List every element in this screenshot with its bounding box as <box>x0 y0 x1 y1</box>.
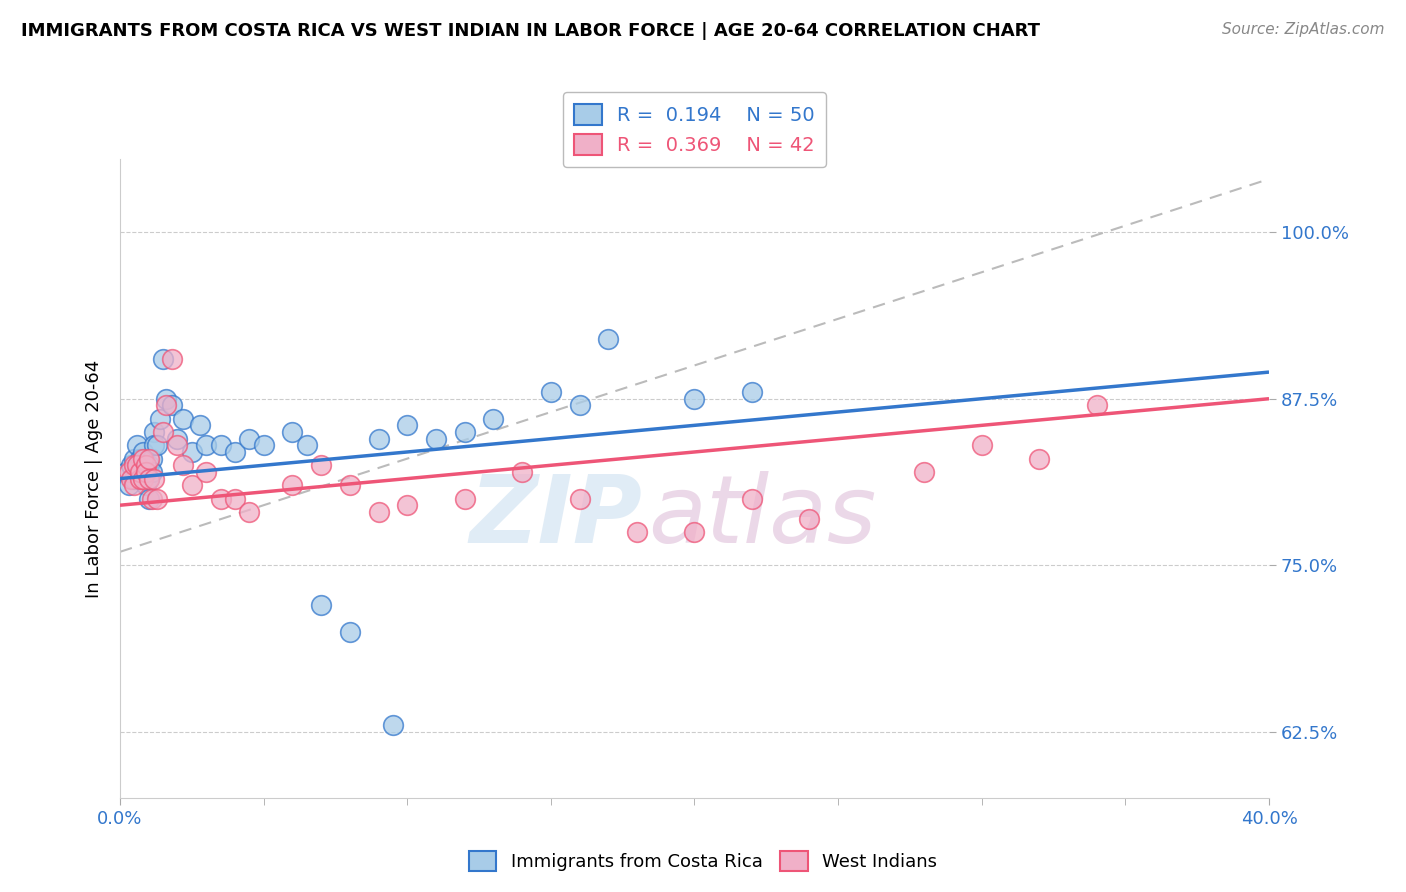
Point <box>683 392 706 406</box>
Point <box>568 491 591 506</box>
Point <box>138 472 160 486</box>
Point <box>129 472 152 486</box>
Point <box>912 465 935 479</box>
Point <box>381 718 404 732</box>
Point <box>180 445 202 459</box>
Point <box>568 398 591 412</box>
Point <box>152 425 174 439</box>
Point <box>135 465 157 479</box>
Point <box>252 438 274 452</box>
Point <box>540 385 562 400</box>
Point <box>367 432 389 446</box>
Point <box>127 458 149 473</box>
Point <box>741 491 763 506</box>
Point <box>124 451 146 466</box>
Point <box>141 465 163 479</box>
Point <box>143 472 166 486</box>
Point <box>180 478 202 492</box>
Point <box>453 425 475 439</box>
Point <box>884 831 907 846</box>
Point <box>367 505 389 519</box>
Point <box>970 438 993 452</box>
Point <box>1085 398 1108 412</box>
Text: ZIP: ZIP <box>470 471 643 563</box>
Text: atlas: atlas <box>648 472 877 563</box>
Point <box>425 432 447 446</box>
Point <box>195 465 218 479</box>
Point <box>152 351 174 366</box>
Point <box>117 478 139 492</box>
Point <box>209 438 232 452</box>
Point <box>238 505 260 519</box>
Point <box>453 491 475 506</box>
Point <box>114 465 136 479</box>
Point <box>172 458 194 473</box>
Point <box>138 472 160 486</box>
Point <box>396 418 419 433</box>
Point <box>1028 451 1050 466</box>
Legend: Immigrants from Costa Rica, West Indians: Immigrants from Costa Rica, West Indians <box>461 844 945 879</box>
Point <box>146 491 169 506</box>
Point <box>138 458 160 473</box>
Point <box>190 418 212 433</box>
Point <box>120 458 142 473</box>
Point <box>132 472 155 486</box>
Point <box>598 332 620 346</box>
Point <box>155 392 177 406</box>
Point <box>141 451 163 466</box>
Point <box>799 511 821 525</box>
Point <box>339 478 361 492</box>
Point <box>295 438 318 452</box>
Point <box>224 445 246 459</box>
Point <box>683 524 706 539</box>
Point <box>124 458 146 473</box>
Point <box>135 478 157 492</box>
Point <box>741 385 763 400</box>
Point <box>309 598 332 612</box>
Point <box>160 351 183 366</box>
Point <box>117 465 139 479</box>
Point <box>129 472 152 486</box>
Point <box>195 438 218 452</box>
Point <box>138 491 160 506</box>
Point <box>309 458 332 473</box>
Legend: R =  0.194    N = 50, R =  0.369    N = 42: R = 0.194 N = 50, R = 0.369 N = 42 <box>562 92 827 167</box>
Point <box>124 478 146 492</box>
Point <box>160 398 183 412</box>
Point <box>120 472 142 486</box>
Point <box>132 445 155 459</box>
Text: Source: ZipAtlas.com: Source: ZipAtlas.com <box>1222 22 1385 37</box>
Point <box>482 411 505 425</box>
Point <box>510 465 533 479</box>
Point <box>146 438 169 452</box>
Point <box>135 458 157 473</box>
Point <box>209 491 232 506</box>
Point <box>124 472 146 486</box>
Point <box>155 398 177 412</box>
Point <box>238 432 260 446</box>
Point <box>129 465 152 479</box>
Point <box>281 425 304 439</box>
Point <box>138 451 160 466</box>
Point <box>143 438 166 452</box>
Point <box>132 451 155 466</box>
Point <box>166 438 188 452</box>
Point <box>127 438 149 452</box>
Point <box>141 491 163 506</box>
Point <box>166 432 188 446</box>
Text: IMMIGRANTS FROM COSTA RICA VS WEST INDIAN IN LABOR FORCE | AGE 20-64 CORRELATION: IMMIGRANTS FROM COSTA RICA VS WEST INDIA… <box>21 22 1040 40</box>
Point <box>224 491 246 506</box>
Point <box>129 451 152 466</box>
Y-axis label: In Labor Force | Age 20-64: In Labor Force | Age 20-64 <box>86 359 103 598</box>
Point <box>143 425 166 439</box>
Point <box>132 465 155 479</box>
Point <box>172 411 194 425</box>
Point <box>149 411 172 425</box>
Point <box>339 624 361 639</box>
Point <box>396 498 419 512</box>
Point <box>281 478 304 492</box>
Point <box>135 458 157 473</box>
Point <box>127 465 149 479</box>
Point <box>626 524 648 539</box>
